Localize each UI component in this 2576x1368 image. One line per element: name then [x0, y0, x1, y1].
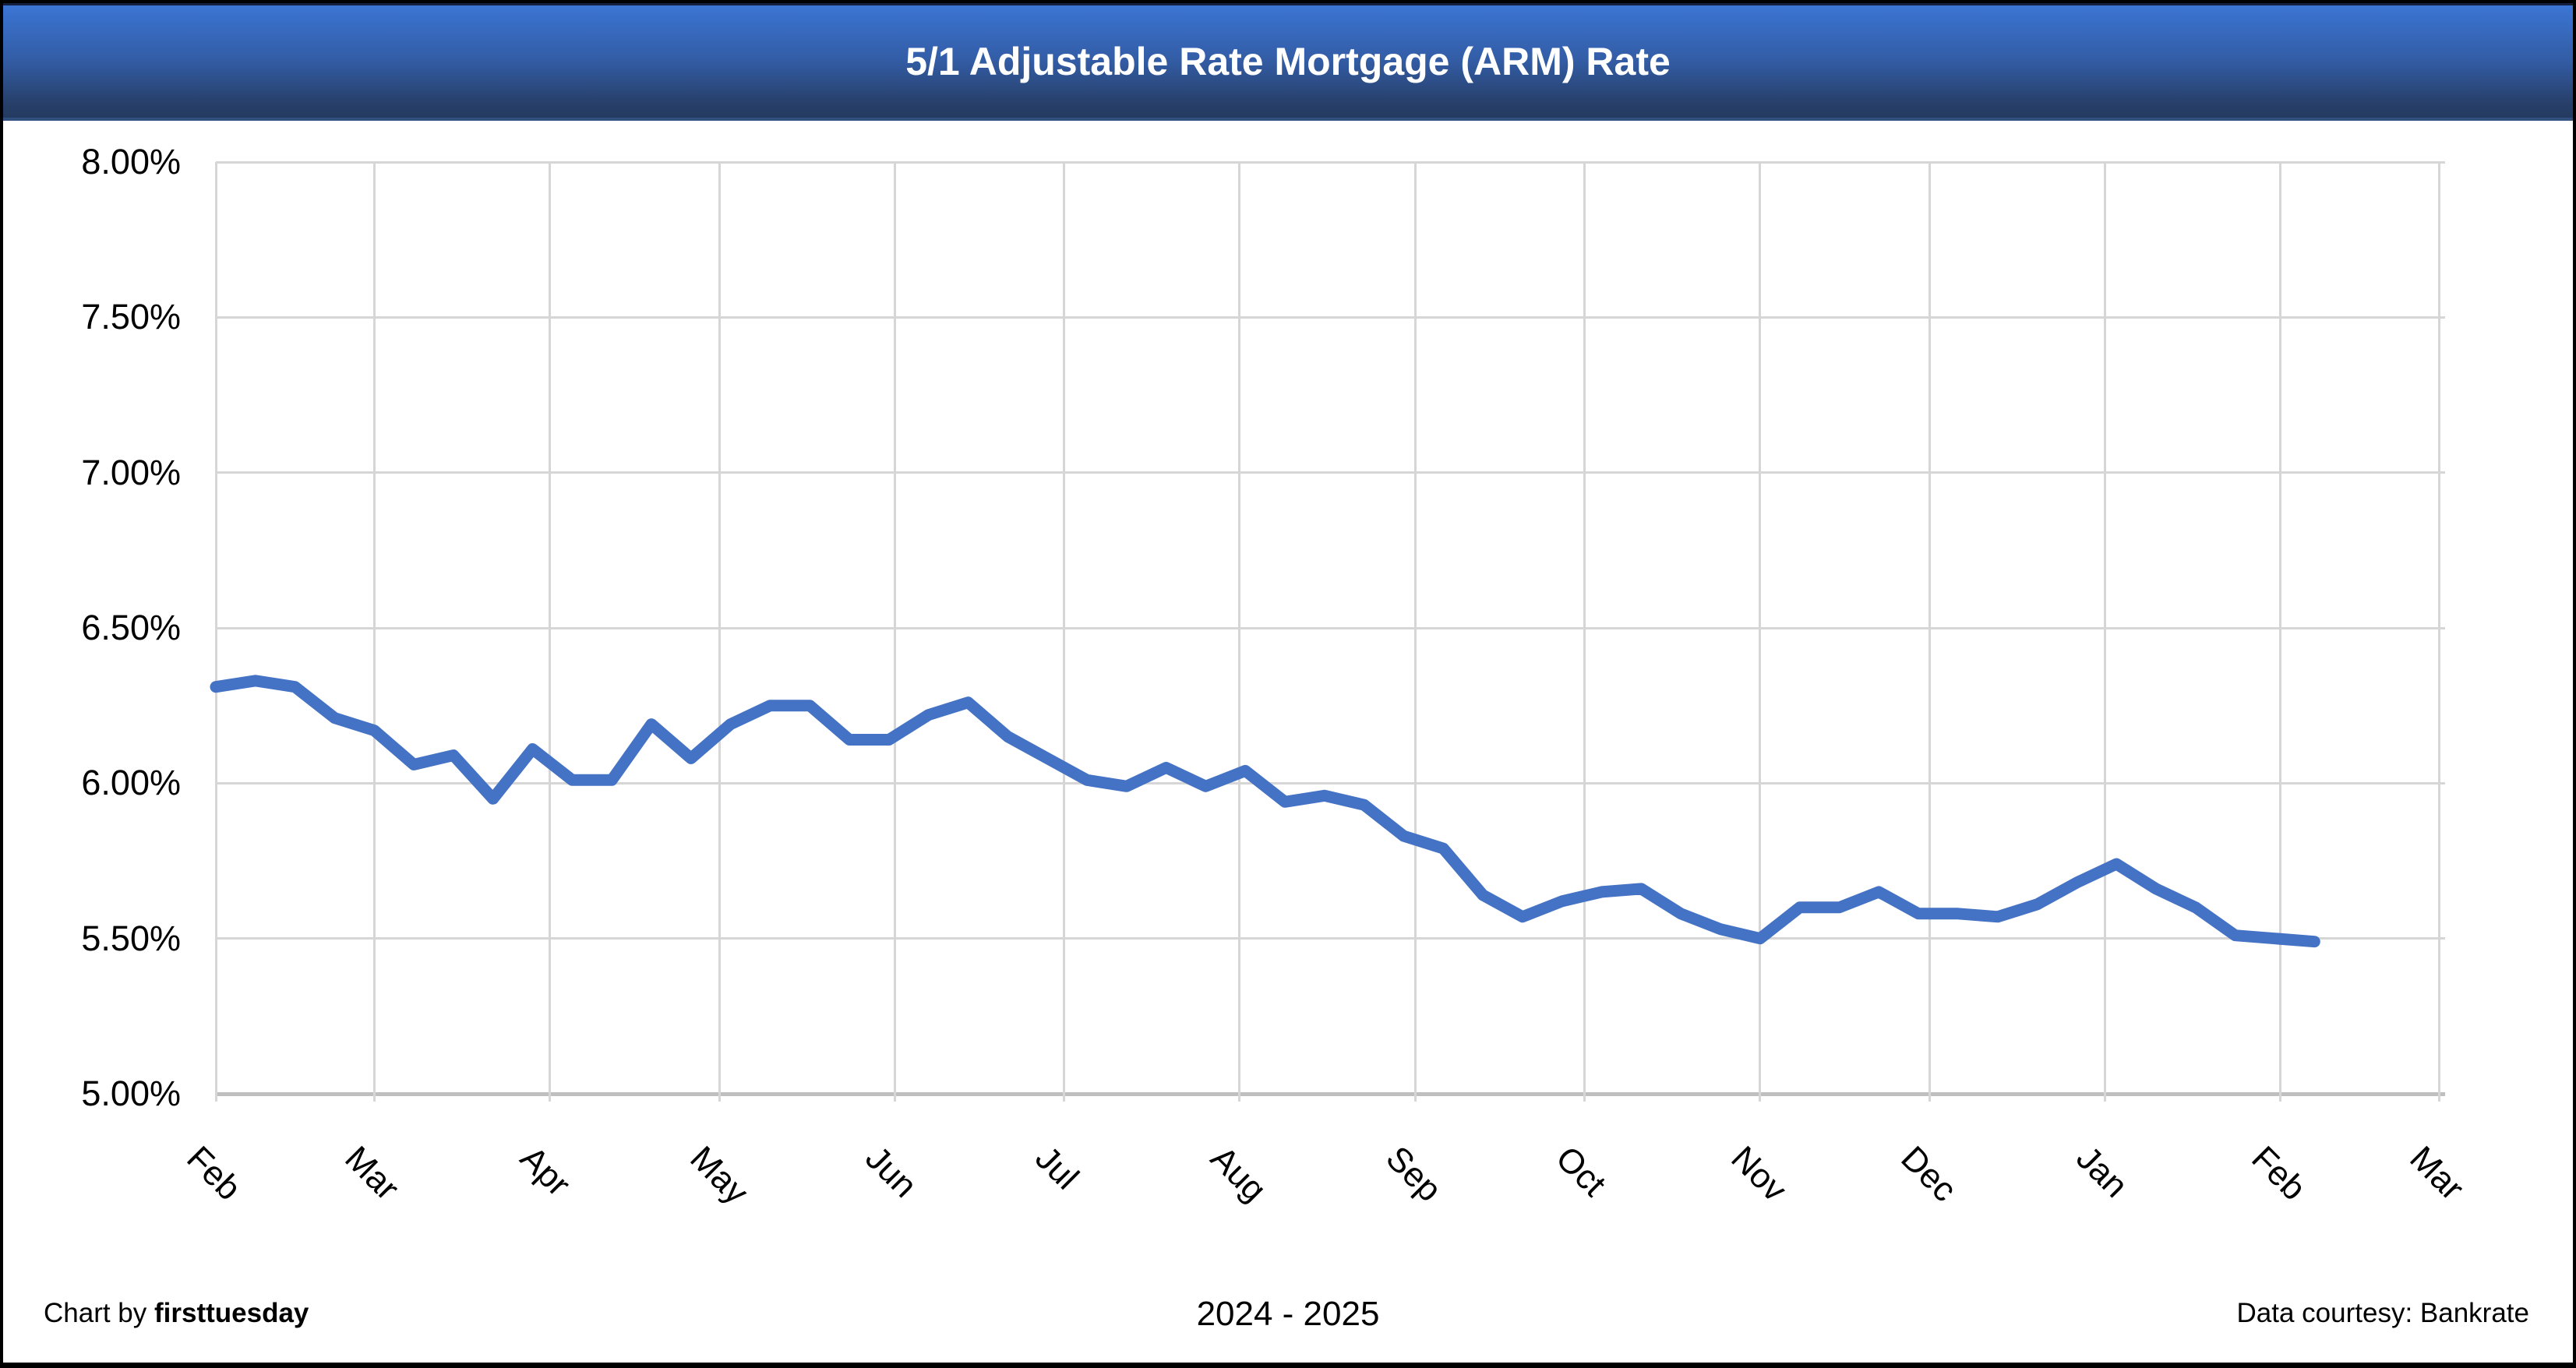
x-gridline [1238, 162, 1241, 1102]
y-gridline [216, 471, 2445, 474]
plot-area: 8.00% 7.50% 7.00% 6.50% 6.00% 5.50% 5.00% Feb Ma… [3, 3, 2573, 1363]
x-gridline [1759, 162, 1762, 1102]
x-gridline [2104, 162, 2107, 1102]
y-tick-label: 7.50% [81, 297, 181, 337]
rate-line [210, 675, 2320, 948]
x-gridline [1583, 162, 1586, 1102]
x-gridline [718, 162, 721, 1102]
chart-credit: Chart by firsttuesday [44, 1298, 309, 1329]
x-gridline [372, 162, 376, 1102]
y-gridline [216, 781, 2445, 784]
y-gridline [216, 937, 2445, 940]
axis-period-label: 2024 - 2025 [1196, 1295, 1380, 1333]
y-gridline [216, 626, 2445, 629]
title-banner: 5/1 Adjustable Rate Mortgage (ARM) Rate [3, 3, 2573, 118]
x-gridline [1413, 162, 1417, 1102]
y-tick-label: 7.00% [81, 452, 181, 492]
chart-credit-brand: firsttuesday [154, 1298, 309, 1328]
x-gridline [1063, 162, 1066, 1102]
y-tick-label: 8.00% [81, 142, 181, 182]
y-tick-label: 5.00% [81, 1074, 181, 1113]
chart-title: 5/1 Adjustable Rate Mortgage (ARM) Rate [905, 40, 1671, 83]
x-gridline [893, 162, 896, 1102]
x-gridline [2279, 162, 2282, 1102]
x-gridline [214, 162, 217, 1102]
x-gridline [1928, 162, 1932, 1102]
y-gridline [216, 160, 2445, 164]
y-tick-label: 5.50% [81, 918, 181, 958]
y-tick-label: 6.50% [81, 608, 181, 647]
y-gridline [216, 316, 2445, 319]
y-tick-label: 6.00% [81, 763, 181, 803]
x-gridline [548, 162, 551, 1102]
rate-line-svg [210, 675, 2320, 948]
data-source-credit: Data courtesy: Bankrate [2236, 1298, 2529, 1328]
x-gridline [2437, 162, 2440, 1102]
x-axis-line [216, 1091, 2445, 1096]
chart-credit-prefix: Chart by [44, 1298, 154, 1328]
